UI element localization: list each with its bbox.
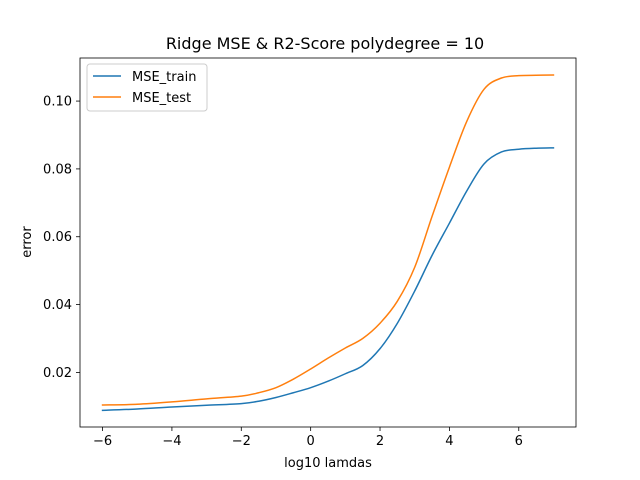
x-tick-label: −2 [232, 434, 251, 449]
series-lines [101, 74, 555, 412]
x-tick-label: −4 [162, 434, 181, 449]
y-tick-label: 0.10 [43, 95, 72, 110]
y-tick-label: 0.06 [43, 230, 72, 245]
y-axis-ticks: 0.02 0.04 0.06 0.08 0.10 [43, 95, 80, 381]
x-tick-label: 4 [445, 434, 453, 449]
x-tick-label: −6 [93, 434, 112, 449]
x-tick-label: 2 [376, 434, 384, 449]
legend: MSE_train MSE_test [86, 63, 208, 112]
series-line-mse-train [101, 147, 555, 412]
x-axis-ticks: −6 −4 −2 0 2 4 6 [93, 427, 523, 449]
legend-label-mse-test: MSE_test [132, 91, 191, 106]
y-tick-label: 0.02 [43, 366, 72, 381]
x-axis-label: log10 lamdas [284, 456, 372, 471]
legend-label-mse-train: MSE_train [132, 70, 196, 85]
chart-title: Ridge MSE & R2-Score polydegree = 10 [166, 34, 484, 53]
plot-area: −6 −4 −2 0 2 4 6 0.02 0.04 0.06 0.08 0.10 [43, 57, 577, 449]
y-axis-label: error [20, 226, 35, 258]
x-tick-label: 0 [307, 434, 315, 449]
y-tick-label: 0.04 [43, 298, 72, 313]
y-tick-label: 0.08 [43, 162, 72, 177]
axes-frame [79, 57, 577, 428]
x-tick-label: 6 [515, 434, 523, 449]
series-line-mse-test [101, 74, 555, 406]
